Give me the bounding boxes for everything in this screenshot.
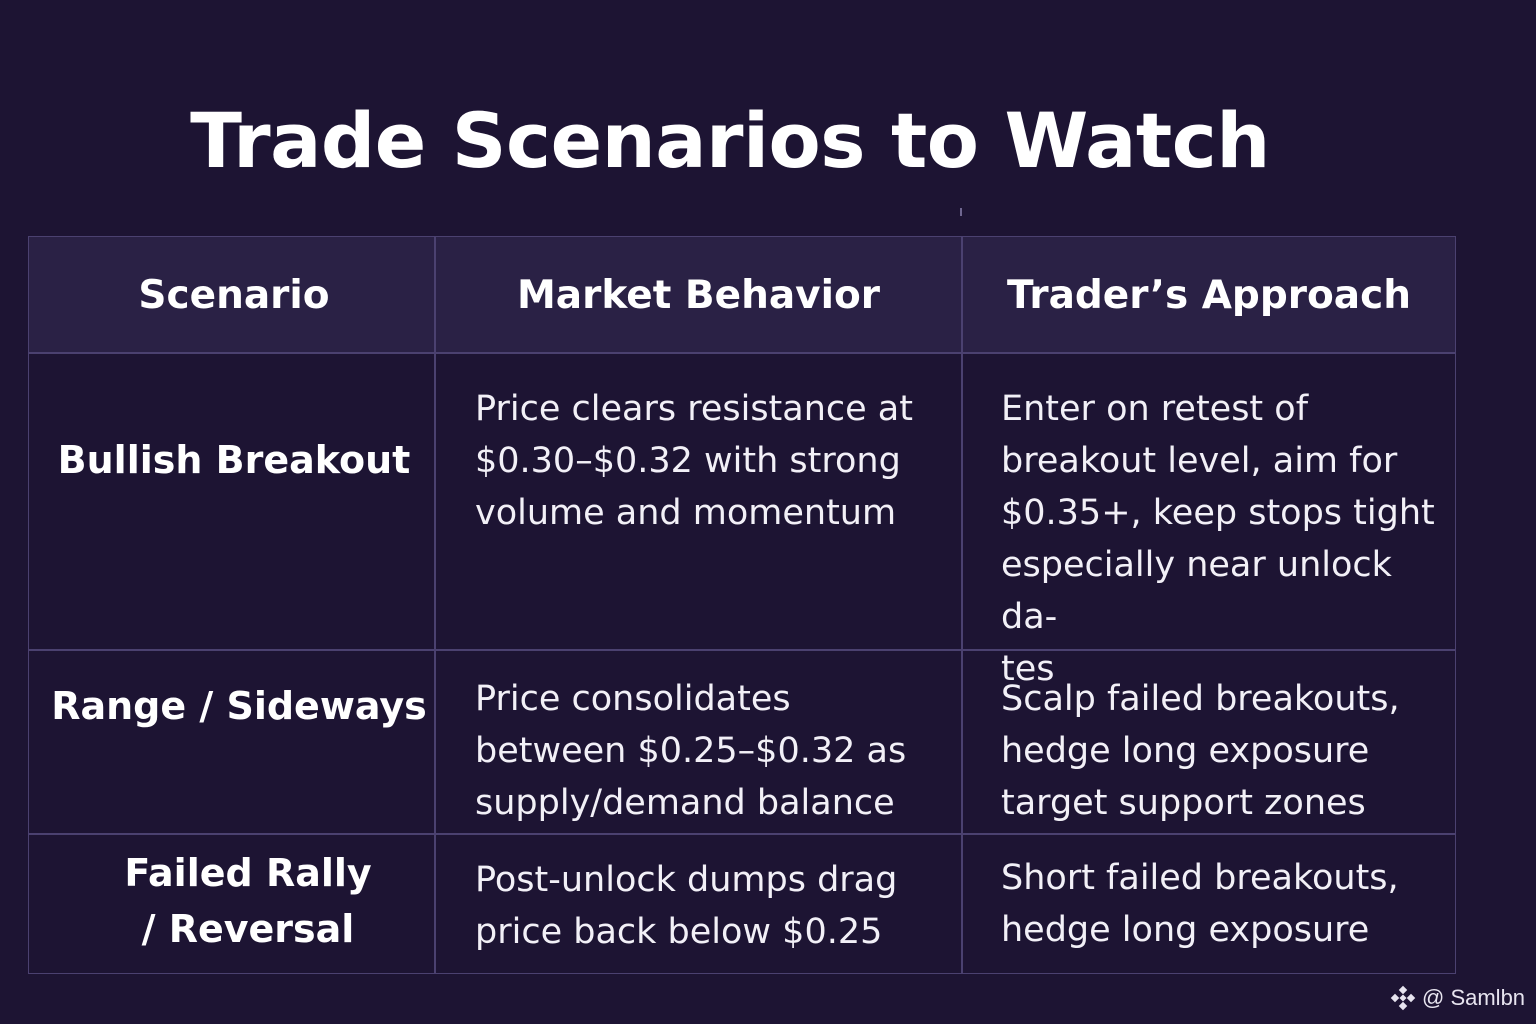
row-3-market-behavior: Post-unlock dumps drag price back below … xyxy=(475,860,898,952)
scenarios-table: Scenario Market Behavior Trader’s Approa… xyxy=(28,236,1456,974)
watermark: @ Samlbn xyxy=(1390,984,1525,1012)
row-3-traders-approach: Short failed breakouts, hedge long expos… xyxy=(1001,858,1399,950)
row-1-scenario: Bullish Breakout xyxy=(57,438,411,482)
header-market-behavior: Market Behavior xyxy=(517,272,880,318)
row-1-traders-approach: Enter on retest of breakout level, aim f… xyxy=(1001,389,1435,689)
row-divider xyxy=(29,649,1455,651)
row-2-market-behavior: Price consolidates between $0.25–$0.32 a… xyxy=(475,679,907,823)
header-traders-approach: Trader’s Approach xyxy=(1007,272,1411,318)
table-header-row xyxy=(29,237,1455,353)
row-2-traders-approach: Scalp failed breakouts, hedge long expos… xyxy=(1001,679,1400,823)
row-divider xyxy=(29,833,1455,835)
row-2-scenario: Range / Sideways xyxy=(51,684,427,728)
row-3-scenario: Failed Rally / Reversal xyxy=(124,851,372,951)
row-1-market-behavior: Price clears resistance at $0.30–$0.32 w… xyxy=(475,389,913,533)
divider-tick xyxy=(960,208,962,216)
column-divider xyxy=(961,237,963,973)
row-divider xyxy=(29,352,1455,354)
page-title: Trade Scenarios to Watch xyxy=(190,96,1270,185)
column-divider xyxy=(434,237,436,973)
header-scenario: Scenario xyxy=(138,272,330,318)
watermark-text: @ Samlbn xyxy=(1422,985,1526,1010)
binance-diamond-icon xyxy=(1390,985,1416,1011)
